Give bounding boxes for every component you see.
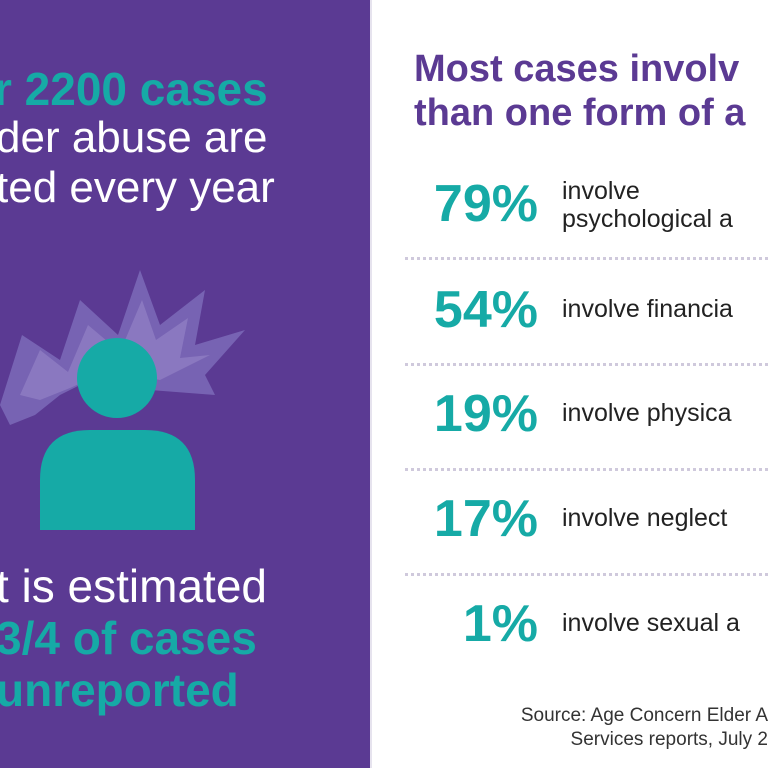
- stat-label: involve neglect: [562, 504, 728, 532]
- right-headline-line-2: than one form of a: [414, 92, 746, 134]
- source-line-1: Source: Age Concern Elder A: [520, 705, 768, 726]
- stat-percent: 1%: [462, 595, 538, 653]
- cases-count-headline: r 2200 cases: [0, 63, 268, 115]
- dotted-separator: [405, 257, 768, 260]
- stat-percent: 17%: [433, 490, 538, 548]
- stat-label: involve sexual a: [562, 609, 740, 637]
- panel-divider: [370, 0, 372, 768]
- cases-headline-line-3: ted every year: [0, 163, 275, 212]
- stat-label: involve physica: [562, 399, 732, 427]
- stat-percent: 79%: [433, 175, 538, 233]
- right-headline-line-1: Most cases involv: [414, 48, 740, 90]
- source-line-2: Services reports, July 2: [570, 729, 768, 750]
- stat-label-line-1: involve: [562, 177, 640, 205]
- estimate-line-2: 3/4 of cases: [0, 612, 257, 664]
- elder-abuse-illustration: [0, 270, 245, 530]
- dotted-separator: [405, 468, 768, 471]
- cases-headline-line-2: der abuse are: [0, 113, 268, 162]
- estimate-line-1: t is estimated: [0, 560, 267, 612]
- person-icon: [40, 338, 195, 530]
- stat-label: involve financia: [562, 295, 733, 323]
- dotted-separator: [405, 363, 768, 366]
- stat-label-line-2: psychological a: [562, 205, 733, 233]
- left-panel: r 2200 cases der abuse are ted every yea…: [0, 0, 370, 768]
- stat-percent: 19%: [433, 385, 538, 443]
- right-panel: Most cases involv than one form of a 79%…: [372, 0, 768, 768]
- stat-percent: 54%: [433, 281, 538, 339]
- estimate-line-3: unreported: [0, 664, 239, 716]
- dotted-separator: [405, 573, 768, 576]
